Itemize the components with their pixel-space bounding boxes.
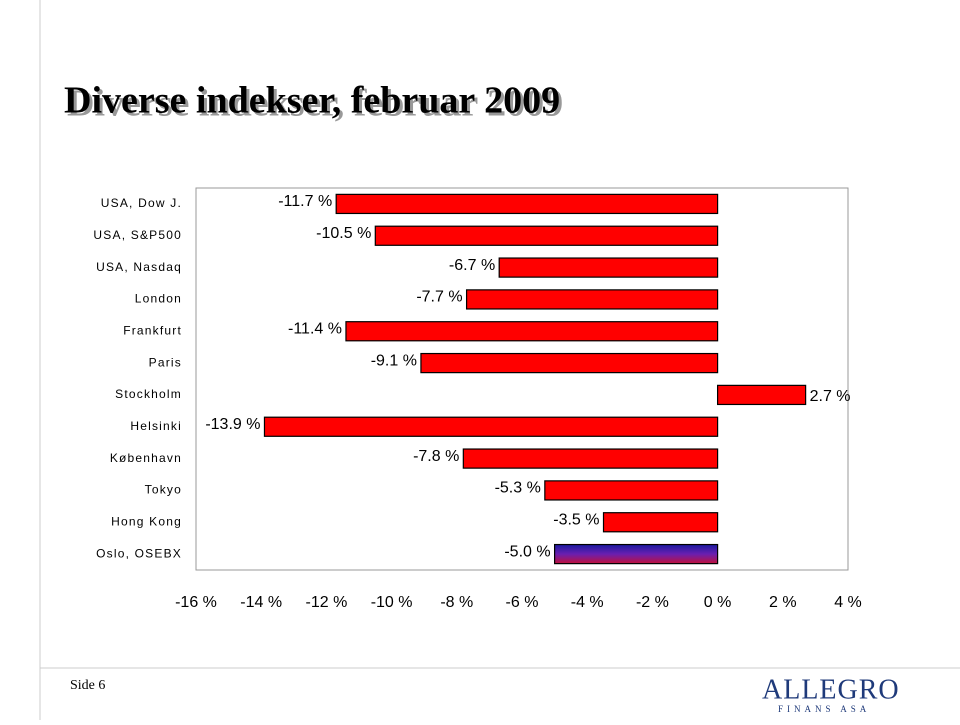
bar — [498, 257, 719, 278]
bar — [263, 416, 719, 437]
category-label: USA, Dow J. — [101, 196, 182, 210]
value-label: -7.8 % — [413, 448, 459, 465]
category-label: Helsinki — [130, 419, 182, 433]
value-label: -3.5 % — [553, 511, 599, 528]
category-label: Hong Kong — [111, 514, 182, 528]
x-tick-label: -12 % — [306, 594, 348, 611]
value-label: -5.3 % — [495, 480, 541, 497]
category-label: USA, S&P500 — [93, 228, 182, 242]
x-tick-label: -16 % — [175, 594, 217, 611]
logo-sub: FINANS ASA — [778, 704, 870, 714]
x-tick-label: -14 % — [240, 594, 282, 611]
bar — [553, 543, 719, 565]
title-shadow: Diverse indekser, februar 2009 — [67, 83, 563, 125]
value-label: 2.7 % — [810, 388, 851, 405]
category-label: USA, Nasdaq — [96, 260, 182, 274]
bar — [462, 448, 719, 469]
x-tick-label: -10 % — [371, 594, 413, 611]
slide-title: Diverse indekser, februar 2009 — [64, 80, 560, 122]
x-tick-label: -6 % — [506, 594, 539, 611]
category-label: København — [110, 451, 182, 465]
value-label: -9.1 % — [371, 352, 417, 369]
category-label: Frankfurt — [123, 323, 182, 337]
category-label: London — [135, 292, 182, 306]
logo: ALLEGRO — [762, 674, 900, 705]
bar — [374, 225, 719, 246]
category-label: Tokyo — [145, 483, 182, 497]
category-label: Stockholm — [115, 387, 182, 401]
plot-frame — [195, 187, 849, 571]
bar — [420, 352, 719, 374]
bar — [465, 289, 719, 310]
bar — [602, 512, 719, 533]
x-tick-label: 2 % — [769, 594, 797, 611]
value-label: -6.7 % — [449, 257, 495, 274]
x-tick-label: -8 % — [440, 594, 473, 611]
bar — [345, 321, 719, 342]
category-label: Paris — [149, 355, 182, 369]
value-label: -11.4 % — [288, 320, 342, 337]
value-label: -11.7 % — [278, 193, 332, 210]
value-label: -13.9 % — [205, 416, 260, 433]
x-tick-label: -2 % — [636, 594, 669, 611]
footer: Side 6 — [70, 678, 105, 693]
value-label: -5.0 % — [504, 543, 550, 560]
value-label: -10.5 % — [316, 225, 371, 242]
category-label: Oslo, OSEBX — [96, 546, 182, 560]
x-tick-label: 0 % — [704, 594, 732, 611]
bar — [716, 384, 807, 406]
x-tick-label: -4 % — [571, 594, 604, 611]
bar — [544, 480, 719, 501]
value-label: -7.7 % — [416, 289, 462, 306]
bar — [335, 193, 719, 215]
x-tick-label: 4 % — [834, 594, 862, 611]
